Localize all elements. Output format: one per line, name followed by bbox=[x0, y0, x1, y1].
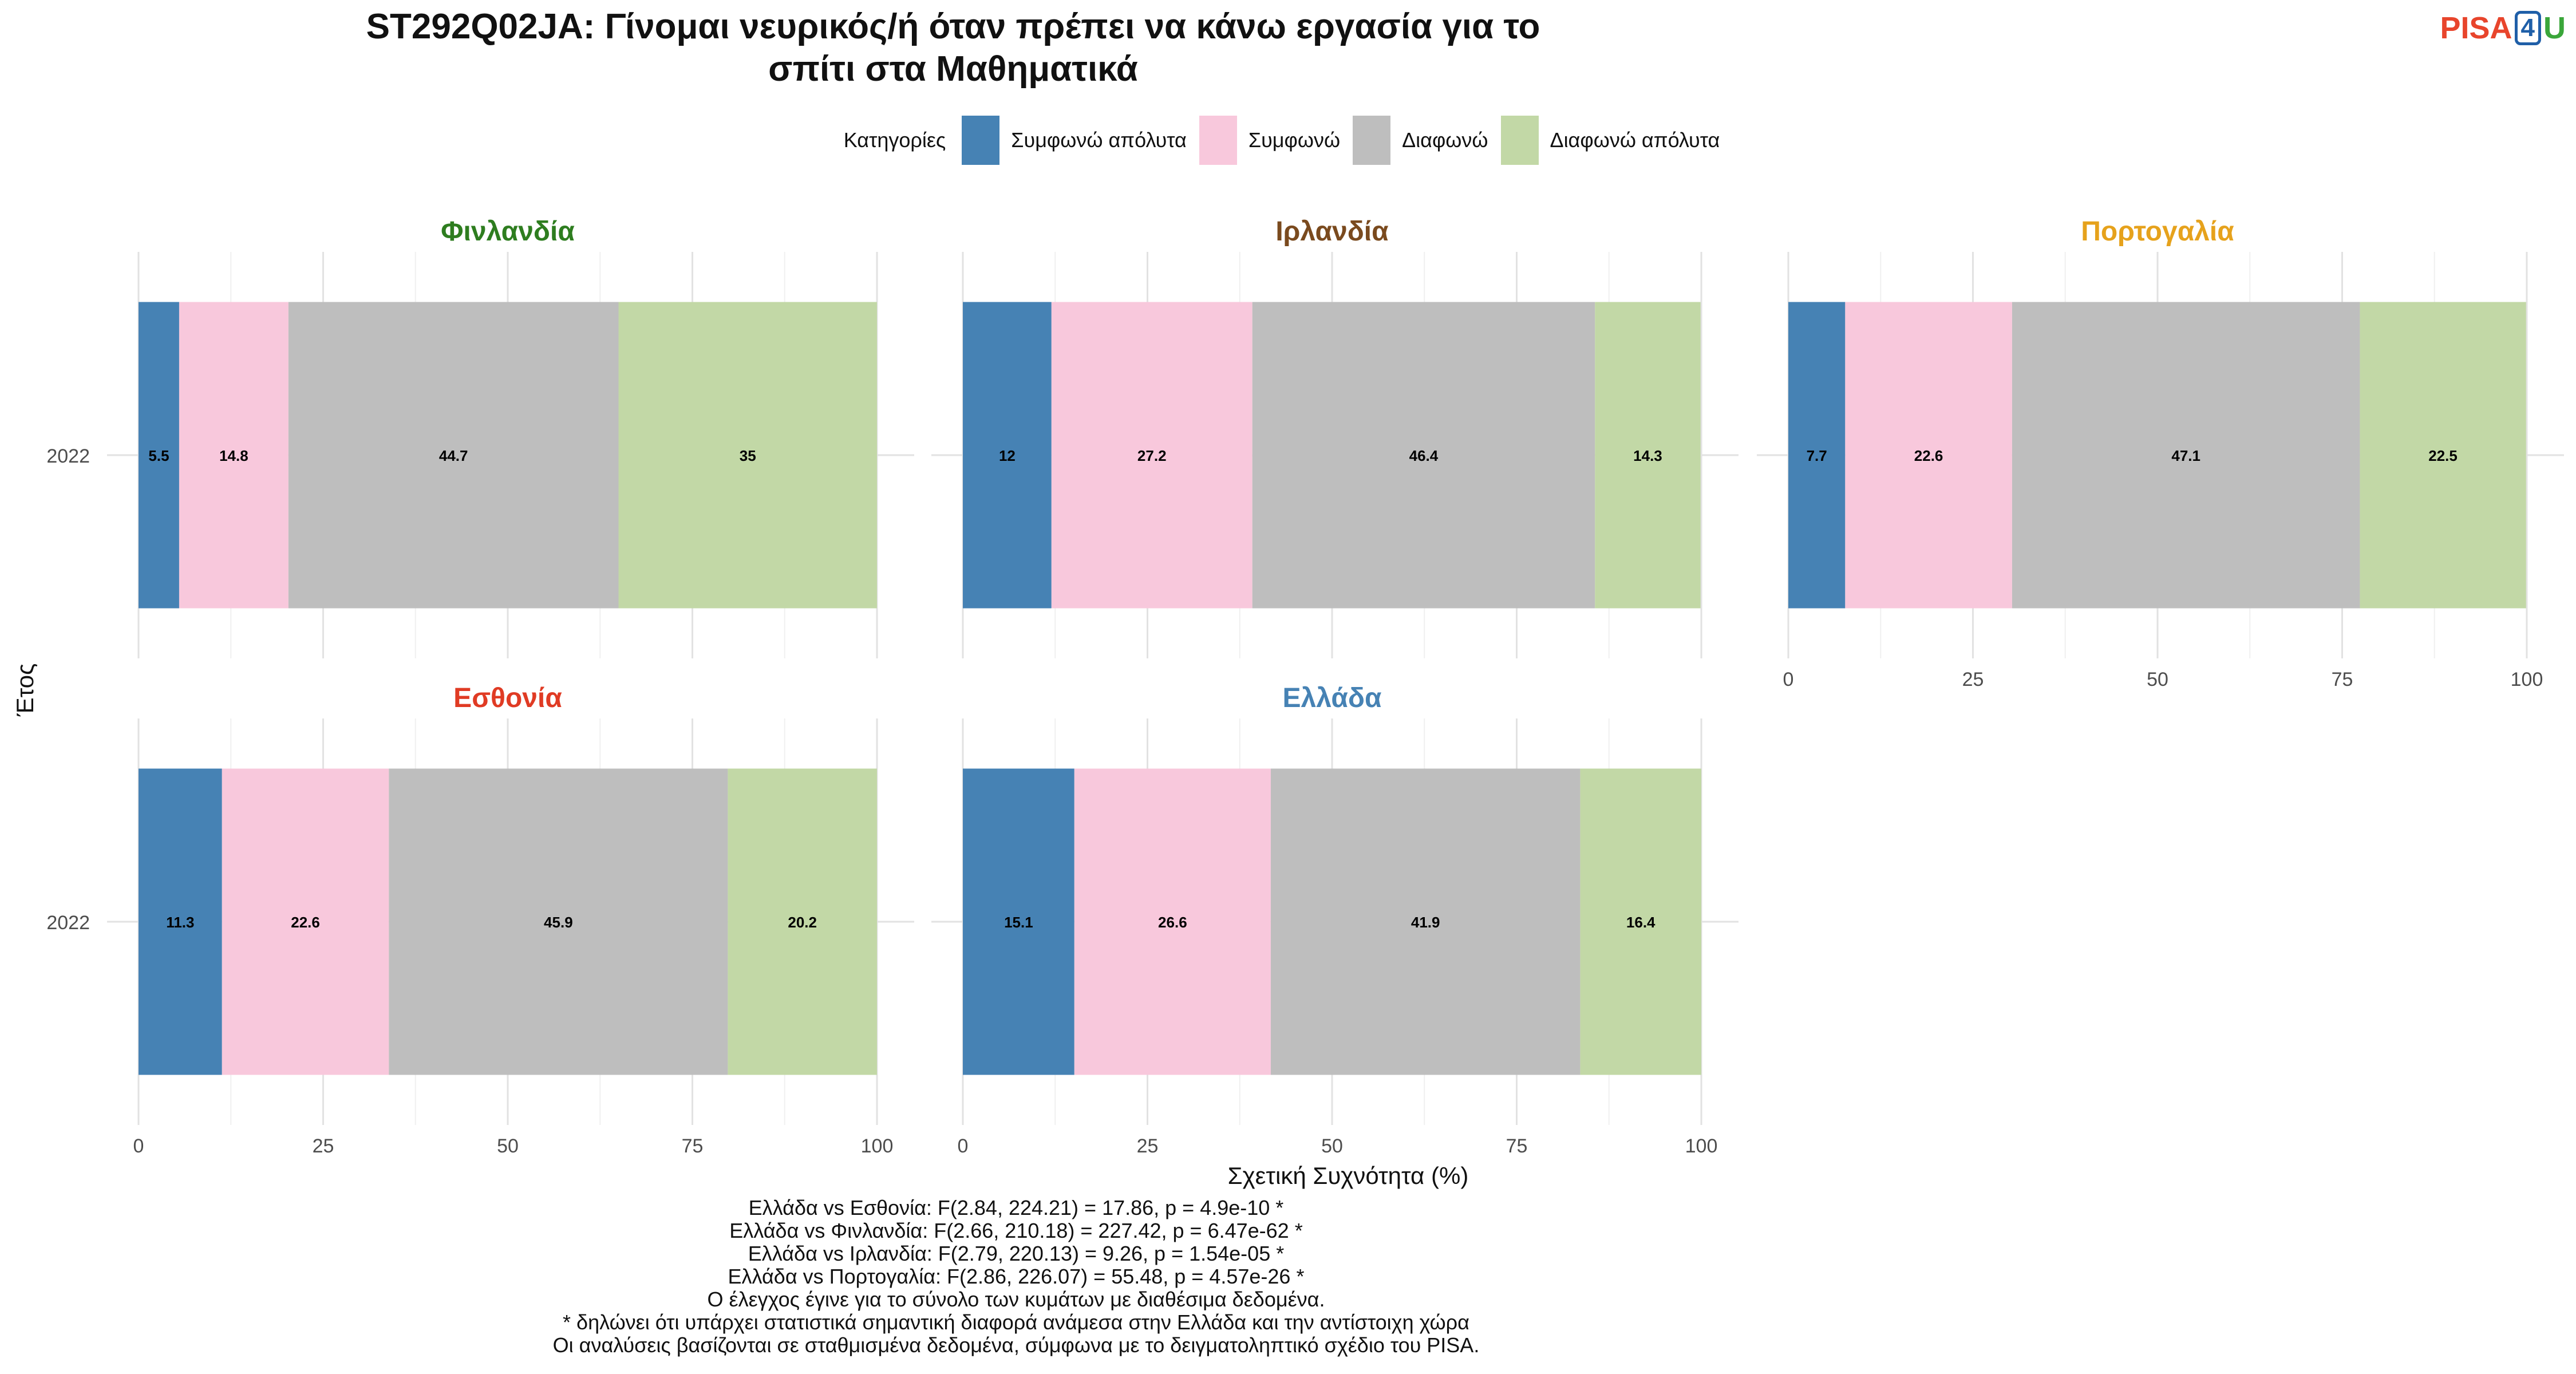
bar-segment bbox=[1270, 768, 1581, 1075]
panel-title: Ιρλανδία bbox=[1275, 216, 1389, 247]
x-tick-label: 0 bbox=[1783, 669, 1794, 690]
bar-segment bbox=[963, 302, 1052, 609]
legend-label: Συμφωνώ bbox=[1248, 128, 1341, 152]
bar-segment bbox=[139, 302, 179, 609]
bar-segment bbox=[222, 768, 389, 1075]
bar-segment bbox=[179, 302, 289, 609]
legend-item: Διαφωνώ bbox=[1353, 116, 1488, 165]
x-tick-label: 75 bbox=[2332, 669, 2353, 690]
bar-value-label: 41.9 bbox=[1411, 914, 1440, 931]
bar-segment bbox=[1845, 302, 2012, 609]
y-tick-label: 2022 bbox=[46, 912, 90, 934]
panel-title: Φινλανδία bbox=[441, 216, 575, 247]
panel-title: Πορτογαλία bbox=[2081, 216, 2234, 247]
bar-segment bbox=[389, 768, 728, 1075]
bar-value-label: 14.3 bbox=[1633, 447, 1662, 464]
pisa4u-logo: PISA 4 U bbox=[2440, 10, 2566, 46]
bar-value-label: 12 bbox=[999, 447, 1016, 464]
x-tick-label: 100 bbox=[861, 1135, 894, 1157]
x-tick-label: 25 bbox=[1137, 1135, 1159, 1157]
bar-value-label: 46.4 bbox=[1409, 447, 1439, 464]
bar-segment bbox=[1051, 302, 1253, 609]
footer-note-line: Ο έλεγχος έγινε για το σύνολο των κυμάτω… bbox=[707, 1288, 1325, 1311]
legend-title: Κατηγορίες bbox=[843, 128, 946, 152]
bar-segment bbox=[288, 302, 619, 609]
chart-title-line-2: σπίτι στα Μαθηματικά bbox=[768, 49, 1138, 89]
x-tick-label: 25 bbox=[313, 1135, 334, 1157]
bar-value-label: 45.9 bbox=[544, 914, 573, 931]
footer-notes: Ελλάδα vs Εσθονία: F(2.84, 224.21) = 17.… bbox=[0, 1197, 2032, 1357]
bar-value-label: 5.5 bbox=[148, 447, 169, 464]
bar-value-label: 47.1 bbox=[2171, 447, 2200, 464]
x-tick-label: 100 bbox=[1685, 1135, 1718, 1157]
legend-swatch bbox=[962, 116, 1000, 165]
bar-value-label: 44.7 bbox=[439, 447, 468, 464]
legend-swatch bbox=[1353, 116, 1391, 165]
logo-four-text: 4 bbox=[2514, 11, 2541, 45]
footer-note-line: Ελλάδα vs Φινλανδία: F(2.66, 210.18) = 2… bbox=[729, 1219, 1303, 1242]
bar-value-label: 11.3 bbox=[166, 914, 194, 931]
legend-item: Διαφωνώ απόλυτα bbox=[1500, 116, 1720, 165]
legend-label: Διαφωνώ απόλυτα bbox=[1550, 128, 1720, 152]
bar-segment bbox=[1074, 768, 1271, 1075]
x-tick-label: 75 bbox=[1506, 1135, 1528, 1157]
footer-note-line: Οι αναλύσεις βασίζονται σε σταθμισμένα δ… bbox=[552, 1333, 1480, 1357]
bar-segment bbox=[139, 768, 222, 1075]
chart-title-line-1: ST292Q02JA: Γίνομαι νευρικός/ή όταν πρέπ… bbox=[366, 7, 1540, 46]
footer-note-line: Ελλάδα vs Εσθονία: F(2.84, 224.21) = 17.… bbox=[748, 1196, 1284, 1219]
bar-value-label: 14.8 bbox=[219, 447, 248, 464]
legend-swatch bbox=[1199, 116, 1237, 165]
bar-value-label: 26.6 bbox=[1158, 914, 1187, 931]
y-tick-label: 2022 bbox=[46, 445, 90, 467]
logo-u-text: U bbox=[2543, 11, 2566, 45]
logo-pisa-text: PISA bbox=[2440, 11, 2512, 45]
bar-segment bbox=[1252, 302, 1595, 609]
footer-note-line: * δηλώνει ότι υπάρχει στατιστικά σημαντι… bbox=[563, 1310, 1469, 1334]
bar-segment bbox=[2360, 302, 2526, 609]
y-axis-title: Έτος bbox=[11, 664, 38, 717]
chart-title: ST292Q02JA: Γίνομαι νευρικός/ή όταν πρέπ… bbox=[0, 6, 1906, 90]
x-tick-label: 50 bbox=[497, 1135, 519, 1157]
legend-item: Συμφωνώ bbox=[1199, 116, 1340, 165]
legend-label: Διαφωνώ bbox=[1402, 128, 1488, 152]
bar-value-label: 22.6 bbox=[291, 914, 320, 931]
bar-value-label: 16.4 bbox=[1626, 914, 1656, 931]
legend-swatch bbox=[1500, 116, 1539, 165]
x-axis-title: Σχετική Συχνότητα (%) bbox=[1228, 1162, 1469, 1189]
bar-segment bbox=[963, 768, 1074, 1075]
x-tick-label: 50 bbox=[1321, 1135, 1343, 1157]
panel-title: Εσθονία bbox=[453, 683, 562, 713]
bar-value-label: 27.2 bbox=[1137, 447, 1167, 464]
legend-item: Συμφωνώ απόλυτα bbox=[962, 116, 1187, 165]
bar-value-label: 22.6 bbox=[1914, 447, 1943, 464]
bar-segment bbox=[1580, 768, 1701, 1075]
footer-note-line: Ελλάδα vs Ιρλανδία: F(2.79, 220.13) = 9.… bbox=[748, 1242, 1285, 1265]
legend: Κατηγορίες Συμφωνώ απόλυτα Συμφωνώ Διαφωνώ… bbox=[0, 116, 2576, 165]
panel-title: Ελλάδα bbox=[1283, 683, 1382, 713]
x-tick-label: 100 bbox=[2511, 669, 2543, 690]
x-tick-label: 50 bbox=[2147, 669, 2168, 690]
bar-value-label: 7.7 bbox=[1807, 447, 1827, 464]
bar-segment bbox=[1595, 302, 1701, 609]
bar-value-label: 20.2 bbox=[788, 914, 817, 931]
bar-value-label: 22.5 bbox=[2428, 447, 2458, 464]
bar-segment bbox=[618, 302, 877, 609]
x-tick-label: 0 bbox=[133, 1135, 144, 1157]
x-tick-label: 25 bbox=[1962, 669, 1984, 690]
footer-note-line: Ελλάδα vs Πορτογαλία: F(2.86, 226.07) = … bbox=[728, 1265, 1305, 1288]
legend-label: Συμφωνώ απόλυτα bbox=[1011, 128, 1187, 152]
bar-segment bbox=[728, 768, 877, 1075]
bar-value-label: 35 bbox=[740, 447, 756, 464]
bar-value-label: 15.1 bbox=[1004, 914, 1033, 931]
bar-segment bbox=[2012, 302, 2360, 609]
x-tick-label: 0 bbox=[958, 1135, 969, 1157]
bar-segment bbox=[1788, 302, 1846, 609]
x-tick-label: 75 bbox=[682, 1135, 704, 1157]
